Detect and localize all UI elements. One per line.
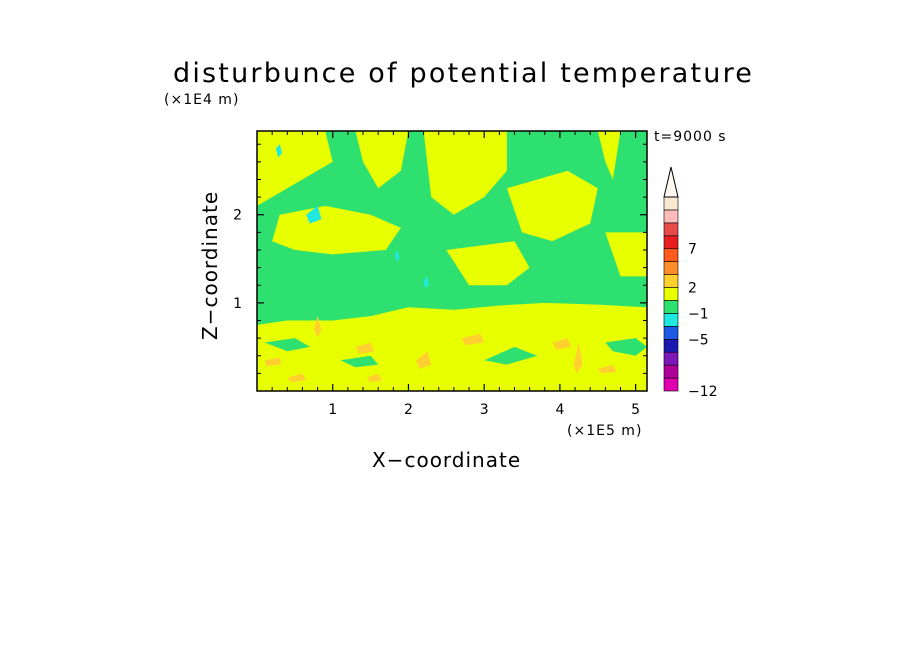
- contour-region-orange: [264, 357, 282, 367]
- colorbar-swatch: [663, 209, 679, 224]
- axes: 1 2 3 4 5 1 2: [233, 130, 648, 418]
- contour-region-orange: [313, 316, 322, 339]
- contour-region-orange: [416, 351, 432, 369]
- colorbar-swatch: [663, 313, 679, 327]
- contour-region-yellow: [506, 170, 598, 242]
- contour-region-yellow: [597, 131, 621, 180]
- contour-region-yellow: [257, 131, 333, 206]
- contour-region-cyan: [423, 276, 429, 288]
- y-axis-multiplier: (×1E4 m): [164, 92, 240, 108]
- colorbar-label: −5: [688, 332, 709, 348]
- colorbar-swatch: [663, 326, 679, 340]
- contour-region-orange: [597, 364, 617, 374]
- contour-region-orange: [355, 342, 375, 354]
- y-tick-label: 1: [233, 296, 242, 312]
- colorbar-swatch: [663, 235, 679, 250]
- contour-region-cyan: [275, 144, 282, 158]
- contour-region-yellow: [355, 131, 409, 189]
- contour-region-orange: [287, 373, 307, 383]
- contour-region-yellow: [272, 205, 401, 255]
- x-tick-label: 3: [480, 402, 489, 418]
- contour-region-green: [264, 338, 310, 352]
- x-tick-label: 5: [631, 402, 640, 418]
- plot-area: [257, 131, 647, 391]
- colorbar: −12−5−127: [663, 166, 718, 400]
- colorbar-swatch: [663, 261, 679, 275]
- contour-region-orange: [461, 333, 485, 346]
- colorbar-swatch: [663, 196, 679, 211]
- x-tick-label: 2: [404, 402, 413, 418]
- contour-region-yellow: [446, 241, 530, 286]
- y-tick-label: 2: [233, 208, 242, 224]
- plot-frame: [256, 130, 648, 392]
- colorbar-swatch: [663, 377, 679, 392]
- colorbar-swatch: [663, 222, 679, 237]
- colorbar-swatch: [663, 351, 679, 366]
- colorbar-label: 2: [688, 281, 697, 297]
- contour-region-green: [484, 346, 538, 365]
- x-axis-multiplier: (×1E5 m): [567, 423, 643, 439]
- x-axis-label: X−coordinate: [372, 448, 522, 472]
- time-label: t=9000 s: [654, 129, 727, 145]
- contour-region-yellow: [257, 302, 647, 391]
- colorbar-swatch: [663, 248, 679, 262]
- colorbar-swatch: [663, 364, 679, 379]
- chart-title: disturbunce of potential temperature: [173, 58, 755, 89]
- x-tick-label: 4: [555, 402, 564, 418]
- colorbar-label: 7: [688, 242, 697, 258]
- colorbar-label: −1: [688, 306, 709, 322]
- contour-region-cyan: [306, 205, 322, 224]
- contour-region-green: [605, 338, 647, 356]
- colorbar-extend-arrow: [663, 166, 679, 198]
- contour-region-yellow: [423, 131, 507, 215]
- contour-region-yellow: [605, 232, 647, 277]
- x-tick-label: 1: [328, 402, 337, 418]
- contour-region-orange: [366, 373, 382, 383]
- colorbar-swatch: [663, 287, 679, 301]
- colorbar-swatch: [663, 274, 679, 288]
- colorbar-swatch: [663, 338, 679, 353]
- colorbar-label: −12: [688, 384, 718, 400]
- contour-region-orange: [552, 338, 572, 350]
- contour-region-green: [340, 355, 379, 368]
- contour-region-orange: [573, 342, 583, 374]
- colorbar-swatch: [663, 300, 679, 314]
- contour-region-cyan: [394, 250, 400, 262]
